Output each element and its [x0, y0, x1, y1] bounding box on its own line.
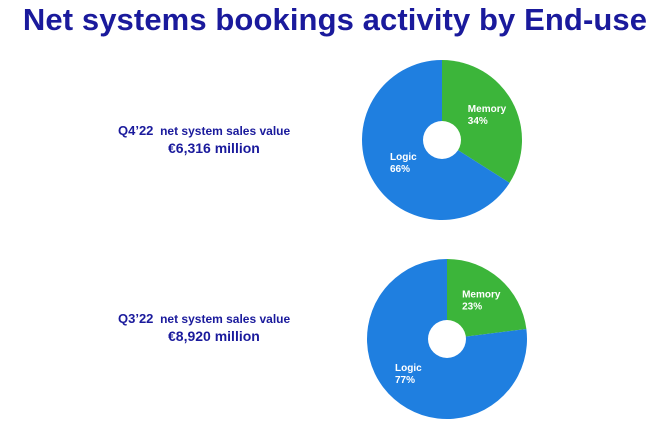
q4-donut-hole	[423, 121, 461, 159]
q3-slice-memory-percent: 23%	[462, 302, 482, 313]
q4-slice-logic-name: Logic	[390, 152, 417, 163]
q4-slice-memory	[442, 60, 523, 183]
q3-donut-hole	[428, 320, 466, 358]
q4-sales-value: €6,316 million	[168, 140, 260, 156]
q3-period: Q3’22	[118, 311, 154, 326]
q4-slice-memory-name: Memory	[468, 104, 507, 115]
q4-slice-memory-percent: 34%	[468, 116, 488, 127]
q4-slice-logic-percent: 66%	[390, 164, 410, 175]
page-title: Net systems bookings activity by End-use	[22, 2, 648, 37]
q3-sales-value: €8,920 million	[168, 328, 260, 344]
q3-slice-logic-name: Logic	[395, 363, 422, 374]
q3-sales-summary: Q3’22 net system sales value €8,920 mill…	[118, 311, 348, 344]
q3-slice-memory-name: Memory	[462, 290, 501, 301]
q3-caption-line: Q3’22 net system sales value	[118, 311, 348, 326]
q4-caption: net system sales value	[160, 124, 291, 138]
q4-caption-line: Q4’22 net system sales value	[118, 123, 348, 138]
q4-period: Q4’22	[118, 123, 154, 138]
q3-slice-memory	[447, 259, 527, 339]
q3-slice-logic-percent: 77%	[395, 375, 415, 386]
q4-sales-summary: Q4’22 net system sales value €6,316 mill…	[118, 123, 348, 156]
q3-caption: net system sales value	[160, 312, 291, 326]
